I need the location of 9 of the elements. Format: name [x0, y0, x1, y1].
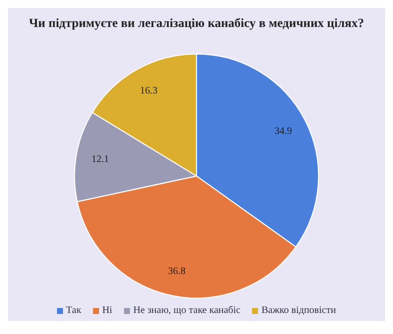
chart-title: Чи підтримуєте ви легалізацію канабісу в медичних цілях? — [28, 15, 365, 31]
data-label: 34.9 — [274, 126, 292, 137]
data-label: 36.8 — [168, 266, 186, 278]
data-label: 16.3 — [140, 85, 158, 96]
legend-label: Так — [65, 305, 82, 316]
legend-label: Важко відповісти — [260, 305, 336, 316]
legend-label: Не знаю, що таке канабіс — [132, 305, 240, 316]
legend-label: Ні — [101, 305, 112, 316]
data-label: 12.1 — [92, 154, 110, 166]
